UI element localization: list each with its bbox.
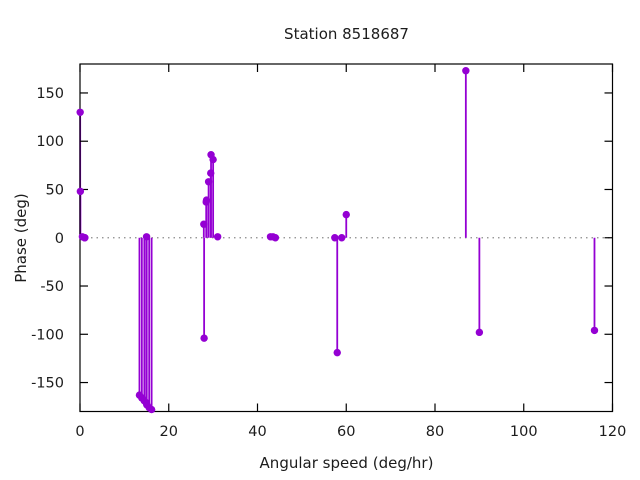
data-point xyxy=(333,348,341,357)
chart-title: Station 8518687 xyxy=(284,25,409,43)
x-tick-label: 20 xyxy=(160,424,178,440)
y-tick-label: -50 xyxy=(40,279,64,295)
data-point xyxy=(207,169,215,177)
data-point xyxy=(142,233,151,241)
y-tick-label: 100 xyxy=(36,134,64,150)
data-point xyxy=(76,187,85,196)
x-axis-label: Angular speed (deg/hr) xyxy=(259,454,434,472)
data-point xyxy=(342,210,350,219)
data-point xyxy=(200,334,208,342)
data-point xyxy=(200,220,208,228)
data-point xyxy=(590,326,599,335)
data-point xyxy=(271,234,280,242)
x-tick-label: 80 xyxy=(426,424,444,440)
data-point xyxy=(76,108,84,116)
data-point xyxy=(81,234,89,242)
data-point xyxy=(204,178,213,186)
data-point xyxy=(147,405,156,414)
x-tick-label: 0 xyxy=(75,424,84,440)
data-point xyxy=(202,196,211,204)
y-tick-label: -100 xyxy=(31,327,64,343)
data-point xyxy=(475,328,484,337)
data-point xyxy=(213,233,222,241)
y-tick-label: -150 xyxy=(31,376,64,392)
x-tick-label: 60 xyxy=(337,424,355,440)
data-point xyxy=(209,155,217,164)
data-point xyxy=(331,234,339,242)
y-tick-label: 150 xyxy=(36,86,64,102)
x-tick-label: 40 xyxy=(248,424,266,440)
y-tick-label: 50 xyxy=(46,182,64,198)
data-points xyxy=(76,67,599,414)
data-point xyxy=(462,67,470,75)
data-point xyxy=(338,234,346,242)
x-tick-label: 120 xyxy=(599,424,627,440)
x-tick-label: 100 xyxy=(510,424,538,440)
y-tick-label: 0 xyxy=(55,231,64,247)
